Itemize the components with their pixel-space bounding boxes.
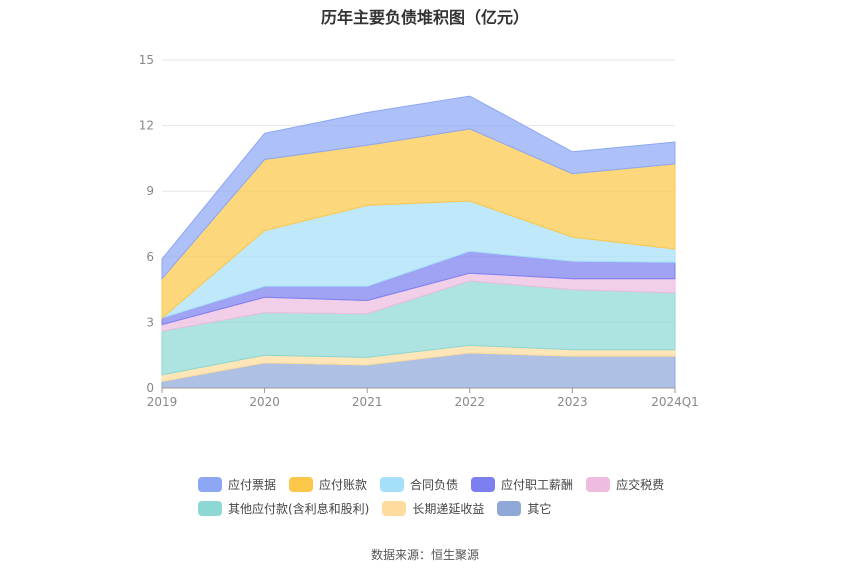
legend-label: 长期递延收益 (412, 501, 485, 516)
legend-swatch (382, 500, 407, 516)
legend-label: 应付账款 (319, 477, 368, 492)
y-tick-label: 12 (139, 119, 154, 133)
legend-label: 应付票据 (228, 477, 277, 492)
legend-item[interactable]: 应付票据 (198, 476, 276, 493)
legend-row-1: 应付票据 应付账款 合同负债 应付职工薪酬 应交税费 (198, 472, 698, 496)
legend-swatch (497, 500, 522, 516)
y-tick-label: 3 (146, 315, 154, 329)
legend-item[interactable]: 应交税费 (586, 476, 664, 493)
legend: 应付票据 应付账款 合同负债 应付职工薪酬 应交税费 其他应付款(含利息和股利) 长期递延… (198, 472, 698, 520)
legend-label: 应交税费 (616, 477, 665, 492)
legend-item[interactable]: 其它 (497, 500, 551, 517)
y-tick-label: 0 (146, 381, 154, 395)
legend-item[interactable]: 其他应付款(含利息和股利) (198, 500, 369, 517)
area-series-layer (161, 95, 676, 389)
area-series[interactable] (161, 95, 676, 281)
data-source-note: 数据来源：恒生聚源 (370, 548, 479, 562)
chart-title: 历年主要负债堆积图（亿元） (320, 8, 529, 27)
x-tick-label: 2022 (455, 395, 486, 409)
legend-label: 合同负债 (410, 477, 459, 492)
legend-label: 应付职工薪酬 (501, 477, 574, 492)
legend-swatch (471, 476, 496, 492)
legend-swatch (380, 476, 405, 492)
x-tick-label: 2021 (352, 395, 383, 409)
legend-row-2: 其他应付款(含利息和股利) 长期递延收益 其它 (198, 496, 698, 520)
legend-item[interactable]: 应付账款 (289, 476, 367, 493)
legend-swatch (289, 476, 314, 492)
legend-item[interactable]: 合同负债 (380, 476, 458, 493)
legend-swatch (586, 476, 611, 492)
x-tick-label: 2019 (147, 395, 178, 409)
legend-swatch (198, 476, 222, 492)
legend-item[interactable]: 长期递延收益 (382, 500, 484, 517)
x-tick-label: 2024Q1 (651, 395, 699, 409)
y-tick-label: 6 (146, 250, 154, 264)
x-tick-label: 2023 (557, 395, 588, 409)
y-tick-label: 15 (139, 53, 154, 67)
legend-swatch (198, 500, 222, 516)
axes: 0 3 6 9 12 15 2019 2020 2021 2022 2023 2024Q1 (139, 53, 699, 409)
x-tick-label: 2020 (249, 395, 280, 409)
y-tick-label: 9 (146, 184, 154, 198)
legend-label: 其它 (527, 501, 552, 516)
legend-item[interactable]: 应付职工薪酬 (471, 476, 573, 493)
legend-label: 其他应付款(含利息和股利) (228, 501, 370, 516)
